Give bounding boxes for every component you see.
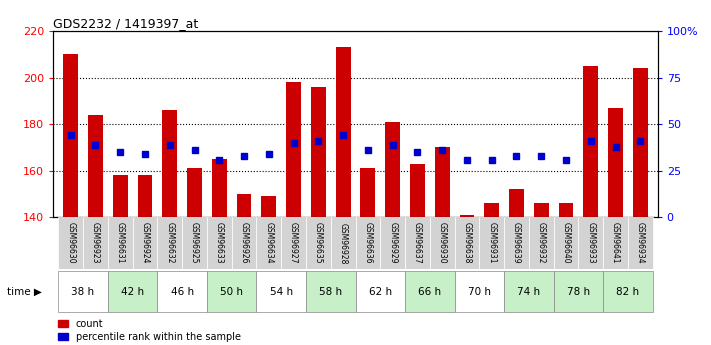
Text: GSM96923: GSM96923: [91, 223, 100, 264]
Bar: [58, 271, 108, 312]
Bar: [331, 217, 356, 269]
Bar: [232, 217, 257, 269]
Bar: [336, 47, 351, 217]
Bar: [430, 217, 454, 269]
Bar: [459, 215, 474, 217]
Bar: [281, 217, 306, 269]
Legend: count, percentile rank within the sample: count, percentile rank within the sample: [58, 319, 241, 342]
Bar: [479, 217, 504, 269]
Text: GSM96931: GSM96931: [487, 223, 496, 264]
Text: GSM96632: GSM96632: [165, 223, 174, 264]
Bar: [207, 271, 257, 312]
Text: GSM96641: GSM96641: [611, 223, 620, 264]
Bar: [257, 217, 281, 269]
Bar: [608, 108, 623, 217]
Bar: [385, 122, 400, 217]
Text: GSM96635: GSM96635: [314, 223, 323, 264]
Text: 50 h: 50 h: [220, 287, 243, 296]
Bar: [356, 271, 405, 312]
Bar: [212, 159, 227, 217]
Text: GSM96631: GSM96631: [116, 223, 124, 264]
Text: 42 h: 42 h: [121, 287, 144, 296]
Bar: [579, 217, 603, 269]
Bar: [360, 168, 375, 217]
Bar: [306, 217, 331, 269]
Bar: [454, 217, 479, 269]
Bar: [262, 196, 277, 217]
Text: GSM96634: GSM96634: [264, 223, 273, 264]
Text: GSM96930: GSM96930: [438, 223, 447, 264]
Bar: [509, 189, 524, 217]
Bar: [137, 175, 152, 217]
Text: GSM96924: GSM96924: [141, 223, 149, 264]
Bar: [162, 110, 177, 217]
Bar: [63, 54, 78, 217]
Bar: [410, 164, 425, 217]
Text: time ▶: time ▶: [7, 287, 42, 296]
Text: 70 h: 70 h: [468, 287, 491, 296]
Text: 78 h: 78 h: [567, 287, 590, 296]
Bar: [504, 217, 529, 269]
Bar: [58, 217, 83, 269]
Text: GSM96638: GSM96638: [462, 223, 471, 264]
Text: GSM96933: GSM96933: [587, 223, 595, 264]
Text: GSM96639: GSM96639: [512, 223, 521, 264]
Bar: [88, 115, 103, 217]
Bar: [132, 217, 157, 269]
Bar: [405, 271, 454, 312]
Bar: [583, 66, 598, 217]
Bar: [83, 217, 108, 269]
Text: GSM96633: GSM96633: [215, 223, 224, 264]
Bar: [108, 217, 132, 269]
Bar: [306, 271, 356, 312]
Bar: [207, 217, 232, 269]
Bar: [559, 204, 574, 217]
Text: GSM96934: GSM96934: [636, 223, 645, 264]
Bar: [454, 271, 504, 312]
Bar: [286, 82, 301, 217]
Text: GSM96932: GSM96932: [537, 223, 546, 264]
Text: GSM96637: GSM96637: [413, 223, 422, 264]
Text: GSM96926: GSM96926: [240, 223, 249, 264]
Bar: [311, 87, 326, 217]
Bar: [108, 271, 157, 312]
Text: 66 h: 66 h: [418, 287, 442, 296]
Bar: [554, 271, 603, 312]
Text: GSM96928: GSM96928: [338, 223, 348, 264]
Bar: [237, 194, 252, 217]
Text: GDS2232 / 1419397_at: GDS2232 / 1419397_at: [53, 17, 198, 30]
Text: GSM96636: GSM96636: [363, 223, 373, 264]
Bar: [633, 68, 648, 217]
Text: GSM96630: GSM96630: [66, 223, 75, 264]
Bar: [534, 204, 549, 217]
Text: 74 h: 74 h: [518, 287, 540, 296]
Text: 46 h: 46 h: [171, 287, 193, 296]
Bar: [603, 271, 653, 312]
Text: 38 h: 38 h: [72, 287, 95, 296]
Bar: [113, 175, 128, 217]
Text: GSM96640: GSM96640: [562, 223, 570, 264]
Text: GSM96929: GSM96929: [388, 223, 397, 264]
Bar: [554, 217, 579, 269]
Bar: [157, 271, 207, 312]
Bar: [380, 217, 405, 269]
Text: 58 h: 58 h: [319, 287, 342, 296]
Bar: [356, 217, 380, 269]
Bar: [504, 271, 554, 312]
Bar: [157, 217, 182, 269]
Bar: [529, 217, 554, 269]
Text: 54 h: 54 h: [269, 287, 293, 296]
Text: 62 h: 62 h: [369, 287, 392, 296]
Bar: [187, 168, 202, 217]
Bar: [603, 217, 628, 269]
Text: 82 h: 82 h: [616, 287, 639, 296]
Bar: [405, 217, 430, 269]
Bar: [257, 271, 306, 312]
Bar: [182, 217, 207, 269]
Bar: [484, 204, 499, 217]
Text: GSM96925: GSM96925: [190, 223, 199, 264]
Bar: [628, 217, 653, 269]
Bar: [434, 148, 449, 217]
Text: GSM96927: GSM96927: [289, 223, 298, 264]
